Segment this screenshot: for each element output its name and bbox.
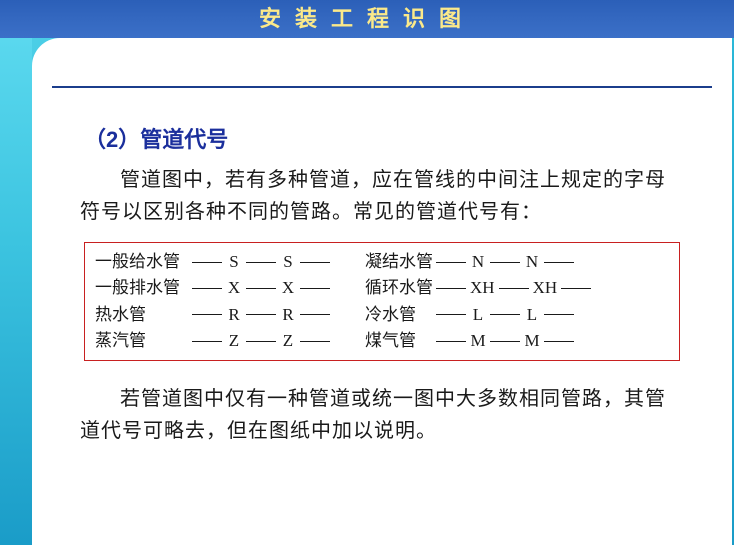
slide-body: （2）管道代号 管道图中，若有多种管道，应在管线的中间注上规定的字母符号以区别各…	[32, 38, 732, 545]
content-area: （2）管道代号 管道图中，若有多种管道，应在管线的中间注上规定的字母符号以区别各…	[76, 122, 688, 447]
table-row: 蒸汽管ZZ 煤气管MM	[87, 328, 677, 354]
pipe-code-segment: ZZ	[191, 328, 331, 354]
pipe-code-segment: XX	[191, 275, 331, 301]
page-header: 安装工程识图	[0, 0, 734, 38]
pipe-label-right: 煤气管	[347, 328, 435, 354]
pipe-label-left: 蒸汽管	[91, 328, 191, 354]
pipe-code-segment: SS	[191, 249, 331, 275]
table-row: 一般排水管XX 循环水管XHXH	[87, 275, 677, 301]
pipe-label-right: 循环水管	[347, 275, 435, 301]
pipe-label-left: 一般给水管	[91, 249, 191, 275]
pipe-label-right: 凝结水管	[347, 249, 435, 275]
table-row: 热水管RR 冷水管LL	[87, 302, 677, 328]
pipe-label-left: 一般排水管	[91, 275, 191, 301]
pipe-code-segment: NN	[435, 249, 575, 275]
pipe-code-segment: RR	[191, 302, 331, 328]
side-accent	[0, 38, 32, 545]
pipe-label-left: 热水管	[91, 302, 191, 328]
closing-paragraph: 若管道图中仅有一种管道或统一图中大多数相同管路，其管道代号可略去，但在图纸中加以…	[80, 383, 684, 447]
pipe-label-right: 冷水管	[347, 302, 435, 328]
pipe-code-segment: XHXH	[435, 275, 592, 301]
pipe-code-segment: MM	[435, 328, 575, 354]
table-row: 一般给水管SS 凝结水管NN	[87, 249, 677, 275]
intro-paragraph: 管道图中，若有多种管道，应在管线的中间注上规定的字母符号以区别各种不同的管路。常…	[80, 164, 684, 228]
section-title: （2）管道代号	[84, 122, 688, 154]
pipe-code-table: 一般给水管SS凝结水管NN一般排水管XX循环水管XHXH热水管RR冷水管LL蒸汽…	[84, 242, 680, 361]
pipe-code-segment: LL	[435, 302, 575, 328]
